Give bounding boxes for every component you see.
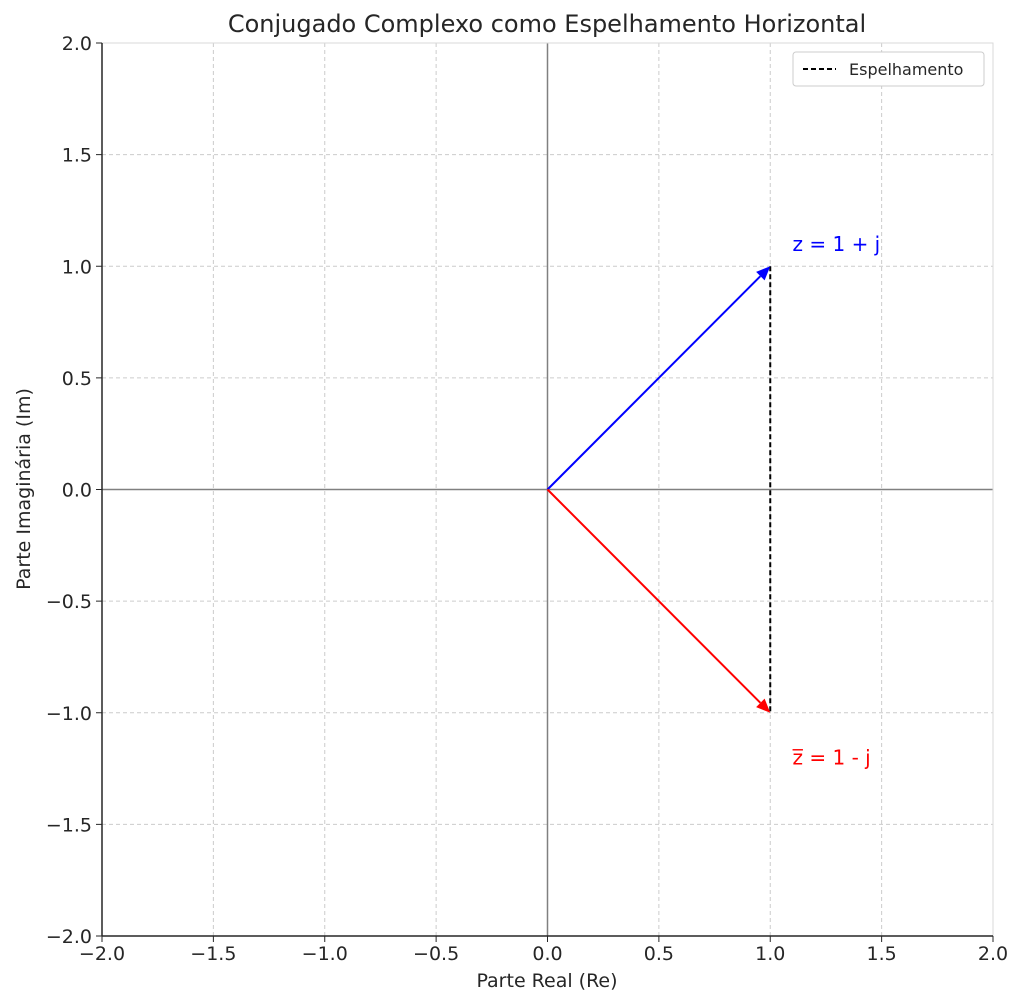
legend: Espelhamento (792, 51, 985, 87)
x-tick-label-6: 1.0 (755, 943, 785, 965)
annotation-0: z = 1 + j (793, 232, 881, 256)
y-tick-label-4: 0.0 (62, 480, 92, 502)
x-tick-label-4: 0.0 (532, 943, 562, 965)
annotation-1: z̅ = 1 - j (792, 745, 871, 769)
y-ticks: −2.0 −1.5 −1.0 −0.5 0.0 0.5 1.0 1.5 2.0 (46, 33, 102, 948)
vector-shaft-1 (546, 488, 762, 704)
chart-title: Conjugado Complexo como Espelhamento Hor… (228, 10, 866, 38)
x-tick-label-1: −1.5 (190, 943, 236, 965)
x-tick-label-8: 2.0 (978, 943, 1008, 965)
y-tick-label-6: 1.0 (62, 256, 92, 278)
x-ticks: −2.0 −1.5 −1.0 −0.5 0.0 0.5 1.0 1.5 2.0 (79, 936, 1008, 965)
marks (546, 266, 772, 713)
legend-label-espelhamento: Espelhamento (849, 60, 963, 79)
x-tick-label-7: 1.5 (867, 943, 897, 965)
y-tick-label-7: 1.5 (62, 145, 92, 167)
y-tick-label-8: 2.0 (62, 33, 92, 55)
y-tick-label-3: −0.5 (46, 591, 92, 613)
x-tick-label-5: 0.5 (644, 943, 674, 965)
y-axis-label: Parte Imaginária (Im) (13, 388, 35, 590)
annotations: z = 1 + j z̅ = 1 - j (792, 232, 881, 769)
x-tick-label-0: −2.0 (79, 943, 125, 965)
x-axis-label: Parte Real (Re) (476, 970, 617, 992)
x-tick-label-2: −1.0 (302, 943, 348, 965)
y-tick-label-5: 0.5 (62, 368, 92, 390)
legend-box (792, 51, 985, 87)
vector-shaft-0 (546, 275, 762, 491)
vector-arrowhead-0 (756, 266, 771, 281)
y-tick-label-0: −2.0 (46, 926, 92, 948)
vector-arrowhead-1 (756, 698, 771, 713)
y-tick-label-2: −1.0 (46, 703, 92, 725)
y-tick-label-1: −1.5 (46, 814, 92, 836)
x-tick-label-3: −0.5 (413, 943, 459, 965)
